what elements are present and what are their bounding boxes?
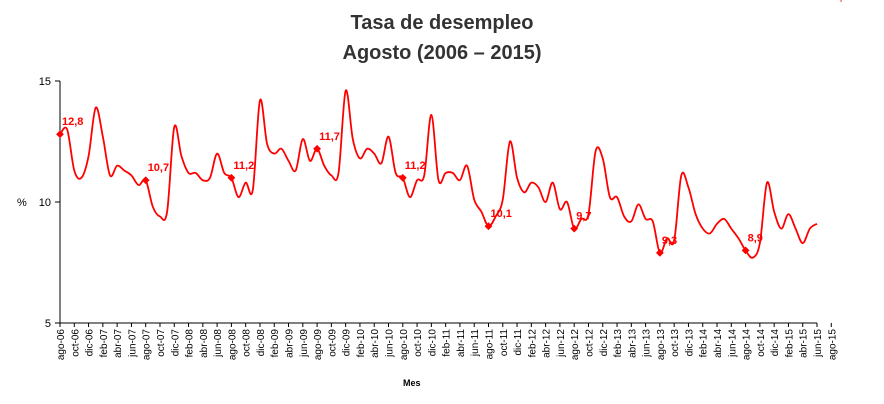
x-tick-label: abr-15 bbox=[799, 329, 810, 358]
x-tick-label: feb-11 bbox=[442, 329, 453, 357]
x-tick-label: ago-13 bbox=[656, 329, 667, 361]
data-label: 9,3 bbox=[662, 235, 677, 247]
x-tick-label: feb-14 bbox=[699, 329, 710, 358]
data-label: 12,8 bbox=[62, 116, 83, 128]
x-tick-label: ago-12 bbox=[570, 329, 581, 361]
x-tick-label: feb-13 bbox=[613, 329, 624, 358]
x-tick-label: dic-13 bbox=[684, 329, 695, 357]
y-tick-label: 15 bbox=[39, 76, 51, 88]
x-tick-label: oct-08 bbox=[242, 329, 253, 357]
data-label: 11,2 bbox=[233, 160, 254, 172]
x-tick-label: ago-08 bbox=[227, 329, 238, 361]
x-tick-label: jun-15 bbox=[813, 329, 824, 358]
y-tick-label: 10 bbox=[39, 197, 51, 209]
x-tick-label: oct-14 bbox=[756, 329, 767, 357]
x-tick-label: dic-12 bbox=[599, 329, 610, 357]
data-label: 8,9 bbox=[748, 232, 763, 244]
x-tick-label: jun-14 bbox=[727, 329, 738, 358]
data-point-marker bbox=[227, 173, 236, 182]
chart-title: Tasa de desempleo bbox=[350, 12, 534, 34]
x-tick-label: dic-10 bbox=[427, 329, 438, 357]
x-tick-label: oct-10 bbox=[413, 329, 424, 357]
x-tick-label: jun-09 bbox=[299, 329, 310, 358]
x-tick-label: ago-06 bbox=[56, 329, 67, 361]
chart-subtitle: Agosto (2006 – 2015) bbox=[342, 42, 542, 64]
data-point-marker bbox=[570, 224, 579, 233]
data-point-marker bbox=[484, 222, 493, 231]
x-tick-label: abr-07 bbox=[113, 329, 124, 358]
x-tick-label: feb-12 bbox=[527, 329, 538, 358]
data-label: 10,1 bbox=[490, 208, 511, 220]
x-tick-label: ago-11 bbox=[484, 329, 495, 360]
data-label: 9,7 bbox=[576, 211, 591, 223]
x-tick-label: feb-09 bbox=[270, 329, 281, 358]
x-tick-label: abr-11 bbox=[456, 329, 467, 358]
x-tick-label: feb-10 bbox=[356, 329, 367, 358]
x-tick-label: ago-10 bbox=[399, 329, 410, 361]
x-tick-label: oct-06 bbox=[70, 329, 81, 357]
x-tick-label: abr-13 bbox=[627, 329, 638, 358]
data-point-marker bbox=[141, 176, 150, 185]
x-tick-label: feb-08 bbox=[185, 329, 196, 358]
x-tick-label: abr-09 bbox=[285, 329, 296, 358]
x-tick-label: abr-12 bbox=[542, 329, 553, 358]
x-tick-label: feb-07 bbox=[99, 329, 110, 358]
x-tick-label: dic-11 bbox=[513, 329, 524, 356]
x-tick-label: jun-11 bbox=[470, 329, 481, 357]
y-axis-label: % bbox=[17, 197, 27, 209]
x-tick-label: dic-06 bbox=[85, 329, 96, 357]
data-label: 10,7 bbox=[148, 162, 169, 174]
data-point-marker bbox=[313, 144, 322, 153]
x-tick-label: jun-12 bbox=[556, 329, 567, 358]
x-tick-label: feb-15 bbox=[784, 329, 795, 358]
x-tick-label: jun-13 bbox=[642, 329, 653, 358]
data-point-marker bbox=[741, 246, 750, 255]
data-label: 9,1 bbox=[833, 0, 848, 3]
x-tick-label: dic-08 bbox=[256, 329, 267, 357]
x-tick-label: abr-14 bbox=[713, 329, 724, 358]
x-tick-label: dic-14 bbox=[770, 329, 781, 357]
x-axis-label: Mes bbox=[403, 378, 421, 388]
data-point-marker bbox=[655, 248, 664, 257]
x-tick-label: abr-08 bbox=[199, 329, 210, 358]
x-tick-label: oct-12 bbox=[584, 329, 595, 357]
x-tick-label: jun-10 bbox=[385, 329, 396, 358]
y-tick-label: 5 bbox=[45, 318, 51, 330]
plot-area: 12,8 10,7 11,2 11,7 11,2 10,1 9,7 9,3 8,9 9,1 bbox=[56, 0, 849, 259]
data-label: 11,7 bbox=[319, 131, 340, 143]
x-tick-label: jun-07 bbox=[127, 329, 138, 358]
x-tick-label: abr-10 bbox=[370, 329, 381, 358]
data-point-marker bbox=[398, 173, 407, 182]
x-tick-label: oct-07 bbox=[156, 329, 167, 357]
x-tick-label: ago-14 bbox=[742, 329, 753, 361]
x-tick-label: ago-07 bbox=[142, 329, 153, 361]
x-tick-label: oct-09 bbox=[327, 329, 338, 357]
data-point-marker bbox=[56, 130, 64, 139]
x-tick-label: jun-08 bbox=[213, 329, 224, 358]
x-tick-label: ago-15 bbox=[827, 329, 838, 361]
x-tick-label: dic-07 bbox=[170, 329, 181, 357]
series-line bbox=[59, 89, 818, 259]
x-tick-label: ago-09 bbox=[313, 329, 324, 361]
data-label: 11,2 bbox=[405, 160, 426, 172]
x-tick-label: oct-13 bbox=[670, 329, 681, 357]
x-tick-label: dic-09 bbox=[342, 329, 353, 357]
x-tick-label: oct-11 bbox=[499, 329, 510, 356]
